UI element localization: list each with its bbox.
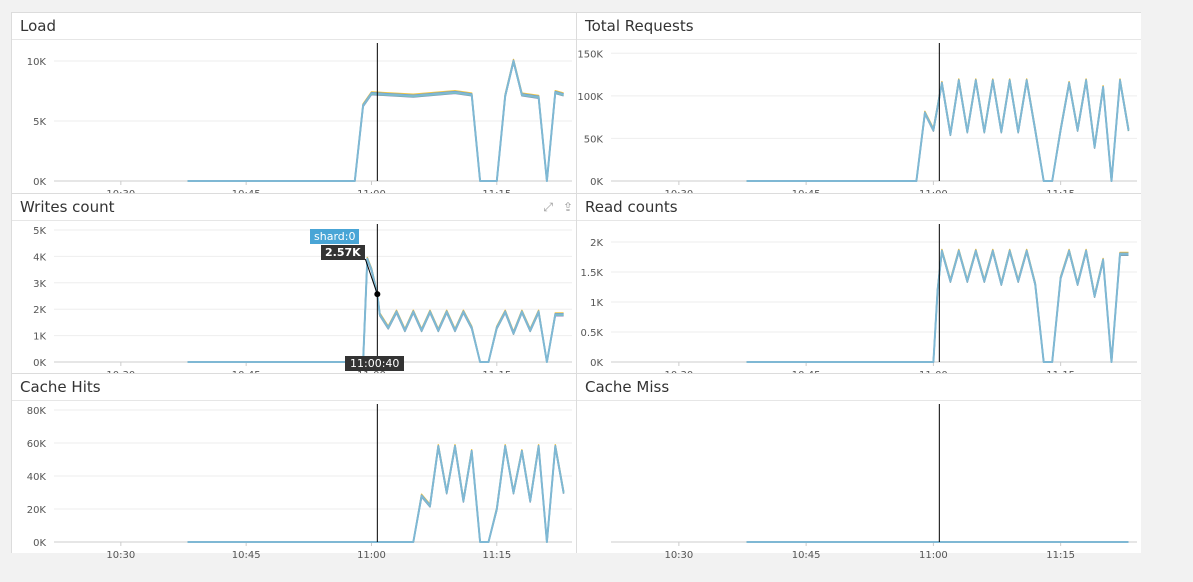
y-tick-label: 100K	[577, 92, 603, 103]
x-tick-label: 11:15	[1046, 550, 1075, 561]
panel-title: Read counts	[585, 198, 678, 216]
y-tick-label: 0K	[33, 358, 46, 369]
divider	[12, 39, 577, 40]
series-line	[187, 256, 564, 363]
y-tick-label: 1K	[590, 298, 603, 309]
divider	[12, 400, 577, 401]
divider	[577, 220, 1141, 221]
divider	[577, 39, 1141, 40]
panel-cache-hits: Cache Hits 0K 20K 40K 60K 80K 10:30 10:45 11:00…	[12, 373, 577, 561]
x-tick-label: 11:00	[919, 550, 948, 561]
series-line	[187, 257, 564, 363]
y-tick-label: 60K	[27, 439, 47, 450]
cache-hits-chart[interactable]: 0K 20K 40K 60K 80K 10:30 10:45 11:00 11:15	[12, 400, 577, 561]
series-line	[187, 61, 564, 182]
x-tick-label: 11:00	[357, 550, 386, 561]
y-tick-label: 1.5K	[581, 268, 604, 279]
y-tick-label: 0K	[33, 538, 46, 549]
y-tick-label: 4K	[33, 252, 46, 263]
y-tick-label: 0.5K	[581, 328, 604, 339]
y-tick-label: 0K	[590, 177, 603, 188]
x-tick-label: 11:15	[482, 550, 511, 561]
share-icon[interactable]: ⇪	[562, 200, 573, 214]
hover-point	[374, 291, 381, 298]
y-tick-label: 1K	[33, 332, 46, 343]
x-tick-label: 10:45	[792, 550, 821, 561]
x-tick-label: 10:30	[664, 550, 693, 561]
y-tick-label: 0K	[590, 358, 603, 369]
series-line	[746, 250, 1129, 363]
series-line	[187, 259, 564, 363]
panel-cache-miss: Cache Miss 10:30 10:45 11:00 11:15	[576, 373, 1142, 561]
y-tick-label: 20K	[27, 505, 47, 516]
tooltip-pointer	[364, 258, 378, 295]
series-line	[746, 79, 1130, 182]
tooltip-value: 2.57K	[321, 245, 365, 260]
y-tick-label: 10K	[27, 57, 47, 68]
y-tick-label: 3K	[33, 279, 46, 290]
tooltip-series-label: shard:0	[310, 229, 360, 244]
panel-title: Load	[20, 17, 56, 35]
hover-time-badge: 11:00:40	[345, 356, 405, 371]
expand-icon[interactable]: ⤢	[543, 200, 553, 214]
panel-title: Cache Hits	[20, 378, 101, 396]
y-tick-label: 2K	[590, 238, 603, 249]
y-tick-label: 5K	[33, 117, 46, 128]
divider	[12, 220, 577, 221]
divider	[577, 400, 1141, 401]
panel-title: Writes count	[20, 198, 115, 216]
dashboard: Load 0K 5K 10K 10:30 10:45 11:00 11:15 Total R…	[11, 12, 1142, 561]
panel-total-requests: Total Requests 0K50K100K150K10:3010:4511…	[576, 13, 1142, 200]
panel-read-counts: Read counts 0K0.5K1K1.5K2K10:3010:4511:0…	[576, 193, 1142, 381]
series-line	[187, 258, 564, 363]
panel-actions: ⤢ ⇪	[543, 200, 573, 215]
series-line	[187, 58, 564, 182]
y-tick-label: 2K	[33, 305, 46, 316]
cache-miss-chart[interactable]: 10:30 10:45 11:00 11:15	[577, 400, 1142, 561]
panel-writes-count: Writes count ⤢ ⇪ 0K1K2K3K4K5K10:3010:451…	[12, 193, 577, 381]
x-tick-label: 10:45	[232, 550, 261, 561]
y-tick-label: 40K	[27, 472, 47, 483]
y-tick-label: 50K	[584, 134, 604, 145]
panel-title: Total Requests	[585, 17, 694, 35]
series-line	[187, 445, 565, 543]
panel-title: Cache Miss	[585, 378, 670, 396]
y-tick-label: 80K	[27, 406, 47, 417]
x-tick-label: 10:30	[106, 550, 135, 561]
series-line	[187, 60, 564, 182]
series-line	[187, 259, 564, 363]
y-tick-label: 5K	[33, 226, 46, 237]
y-tick-label: 0K	[33, 177, 46, 188]
y-tick-label: 150K	[577, 49, 603, 60]
